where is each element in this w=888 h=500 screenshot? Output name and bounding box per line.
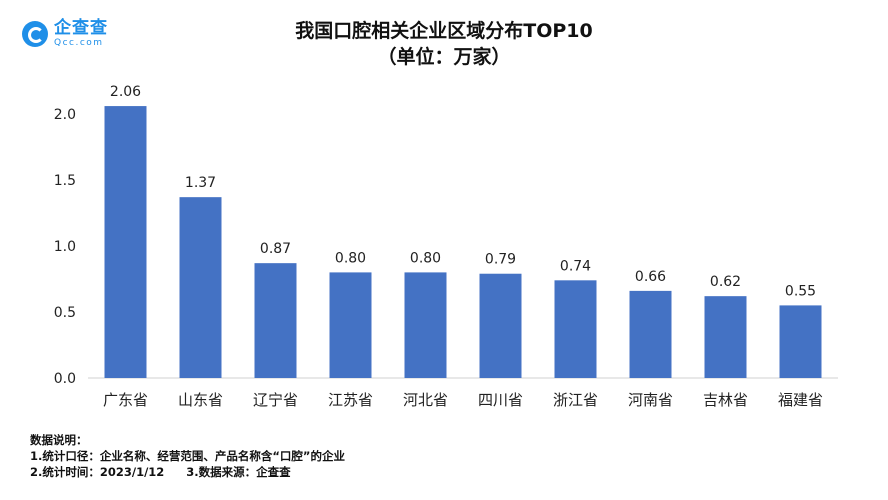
bar bbox=[329, 272, 372, 378]
bar bbox=[629, 290, 672, 378]
data-label: 1.37 bbox=[185, 175, 216, 191]
bar bbox=[404, 272, 447, 378]
category-label: 山东省 bbox=[178, 391, 223, 409]
category-label: 吉林省 bbox=[703, 391, 748, 409]
y-tick-label: 0.5 bbox=[54, 305, 76, 321]
brand-domain: Qcc.com bbox=[54, 38, 104, 48]
bar bbox=[179, 197, 222, 378]
data-label: 0.80 bbox=[335, 250, 366, 266]
y-tick-label: 2.0 bbox=[54, 107, 76, 123]
bar bbox=[479, 273, 522, 378]
bar bbox=[554, 280, 597, 378]
y-tick-label: 0.0 bbox=[54, 371, 76, 387]
category-label: 浙江省 bbox=[553, 391, 598, 409]
data-label: 0.66 bbox=[635, 269, 666, 285]
chart-title-block: 我国口腔相关企业区域分布TOP10 （单位：万家） bbox=[0, 18, 888, 70]
data-notes: 数据说明： 1.统计口径：企业名称、经营范围、产品名称含“口腔”的企业 2.统计… bbox=[30, 432, 345, 480]
category-label: 河北省 bbox=[403, 391, 448, 409]
notes-line-1: 1.统计口径：企业名称、经营范围、产品名称含“口腔”的企业 bbox=[30, 449, 345, 463]
brand-text: 企查查 Qcc.com bbox=[54, 20, 108, 48]
category-label: 河南省 bbox=[628, 391, 673, 409]
data-label: 2.06 bbox=[110, 84, 141, 100]
bar bbox=[104, 106, 147, 378]
category-label: 福建省 bbox=[778, 391, 823, 409]
data-label: 0.74 bbox=[560, 258, 591, 274]
data-label: 0.55 bbox=[785, 283, 816, 299]
notes-heading: 数据说明： bbox=[30, 433, 88, 447]
bar bbox=[704, 296, 747, 378]
qcc-logo-icon bbox=[22, 21, 48, 47]
notes-source: 3.数据来源：企查查 bbox=[186, 465, 291, 479]
data-label: 0.80 bbox=[410, 250, 441, 266]
category-label: 江苏省 bbox=[328, 391, 373, 409]
y-tick-label: 1.5 bbox=[54, 173, 76, 189]
chart-subtitle: （单位：万家） bbox=[377, 46, 511, 68]
notes-line-2: 2.统计时间：2023/1/12 3.数据来源：企查查 bbox=[30, 464, 345, 480]
bar bbox=[779, 305, 822, 378]
category-label: 四川省 bbox=[478, 391, 523, 409]
category-label: 辽宁省 bbox=[253, 391, 298, 409]
brand-logo: 企查查 Qcc.com bbox=[22, 20, 108, 48]
bar bbox=[254, 263, 297, 378]
category-label: 广东省 bbox=[103, 391, 148, 409]
data-label: 0.62 bbox=[710, 274, 741, 290]
data-label: 0.87 bbox=[260, 241, 291, 257]
chart-title: 我国口腔相关企业区域分布TOP10 bbox=[295, 20, 593, 42]
data-label: 0.79 bbox=[485, 252, 516, 268]
brand-name: 企查查 bbox=[54, 18, 108, 38]
y-tick-label: 1.0 bbox=[54, 239, 76, 255]
notes-stat-time: 2.统计时间：2023/1/12 bbox=[30, 465, 165, 479]
